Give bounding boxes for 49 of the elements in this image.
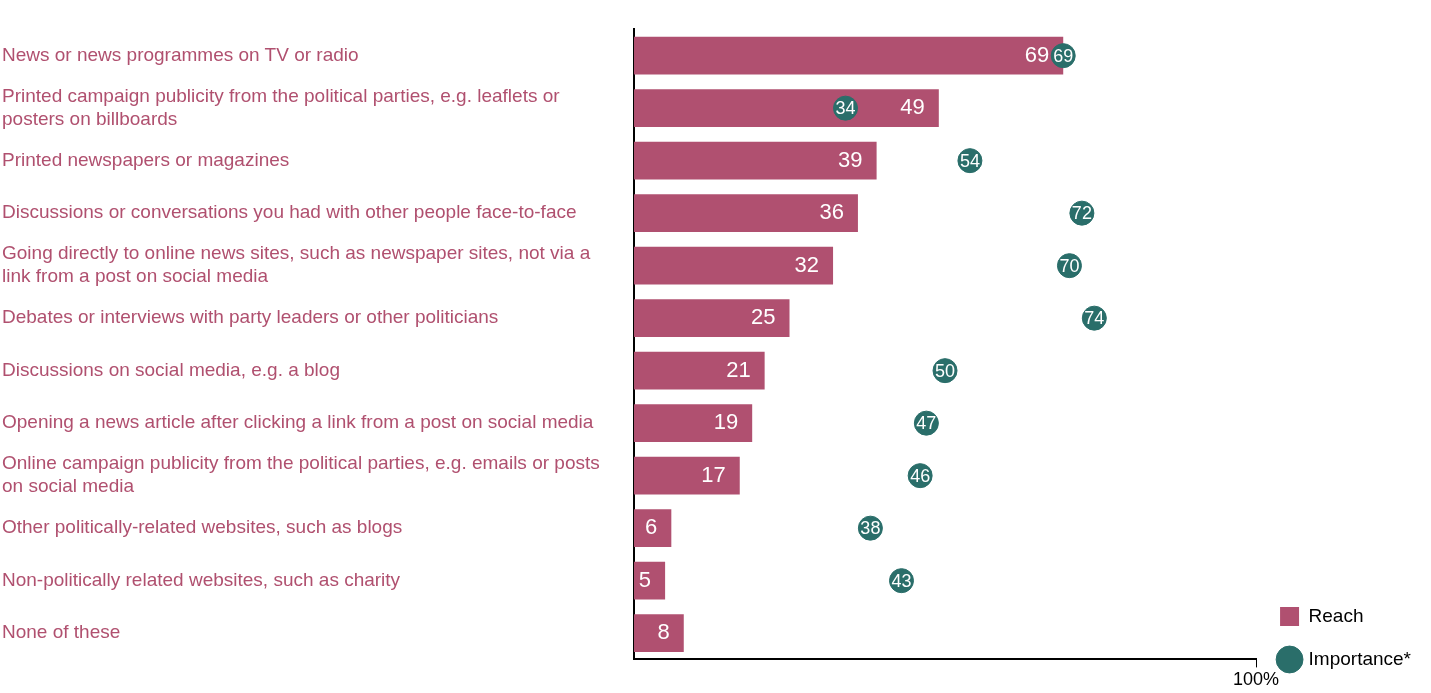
y-tick-label: Printed newspapers or magazines <box>2 148 290 170</box>
data-label: 17 <box>701 461 726 487</box>
bar <box>634 509 672 548</box>
y-tick-label: Discussions or conversations you had with other people face-to-face <box>2 201 577 223</box>
data-label: 6 <box>645 514 658 540</box>
data-label: 47 <box>916 413 937 434</box>
y-tick-label: Non-politically related websites, such as charity <box>2 568 401 590</box>
bar <box>634 456 740 495</box>
bar <box>634 299 790 338</box>
data-label: 74 <box>1084 308 1105 329</box>
x-tick-label: 100% <box>1233 669 1280 690</box>
bar <box>634 194 858 233</box>
bar <box>634 246 834 285</box>
data-label: 21 <box>726 356 751 382</box>
bar <box>634 141 877 180</box>
data-label: 25 <box>751 304 776 330</box>
y-tick-label: Discussions on social media, e.g. a blog <box>2 358 340 380</box>
data-label: 19 <box>713 409 739 435</box>
y-tick-label: News or news programmes on TV or radio <box>2 43 359 65</box>
data-label: 72 <box>1071 203 1092 224</box>
data-label: 46 <box>910 465 931 486</box>
data-label: 69 <box>1024 41 1050 67</box>
bar <box>634 404 753 443</box>
data-label: 38 <box>860 518 881 539</box>
data-label: 50 <box>935 360 956 381</box>
y-tick-label: Other politically-related websites, such as blogs <box>2 516 403 538</box>
data-label: 8 <box>657 619 670 645</box>
legend-label: Importance* <box>1308 647 1412 669</box>
data-label: 69 <box>1053 45 1074 66</box>
bar <box>634 89 939 128</box>
data-label: 36 <box>819 199 844 225</box>
data-label: 70 <box>1059 255 1080 276</box>
y-tick-label: Opening a news article after clicking a link from a post on social media <box>2 411 594 433</box>
data-label: 43 <box>891 570 912 591</box>
legend-label: Reach <box>1308 604 1364 626</box>
y-tick-label: Printed campaign publicity from the political parties, e.g. leaflets or posters on billboards <box>2 84 561 129</box>
data-label: 49 <box>900 94 925 120</box>
bar <box>634 351 765 390</box>
data-label: 32 <box>794 251 820 277</box>
y-tick-label: Going directly to online news sites, such as newspaper sites, not via a link from a post on social media <box>2 242 591 287</box>
y-tick-label: Online campaign publicity from the political parties, e.g. emails or posts on social media <box>2 452 600 497</box>
data-label: 39 <box>838 146 863 172</box>
bar <box>634 614 684 653</box>
y-tick-label: None of these <box>2 621 121 643</box>
data-label: 34 <box>835 98 856 119</box>
data-label: 5 <box>638 566 652 592</box>
bar <box>634 561 666 600</box>
y-tick-label: Debates or interviews with party leaders or other politicians <box>2 306 499 328</box>
data-label: 54 <box>959 150 980 171</box>
